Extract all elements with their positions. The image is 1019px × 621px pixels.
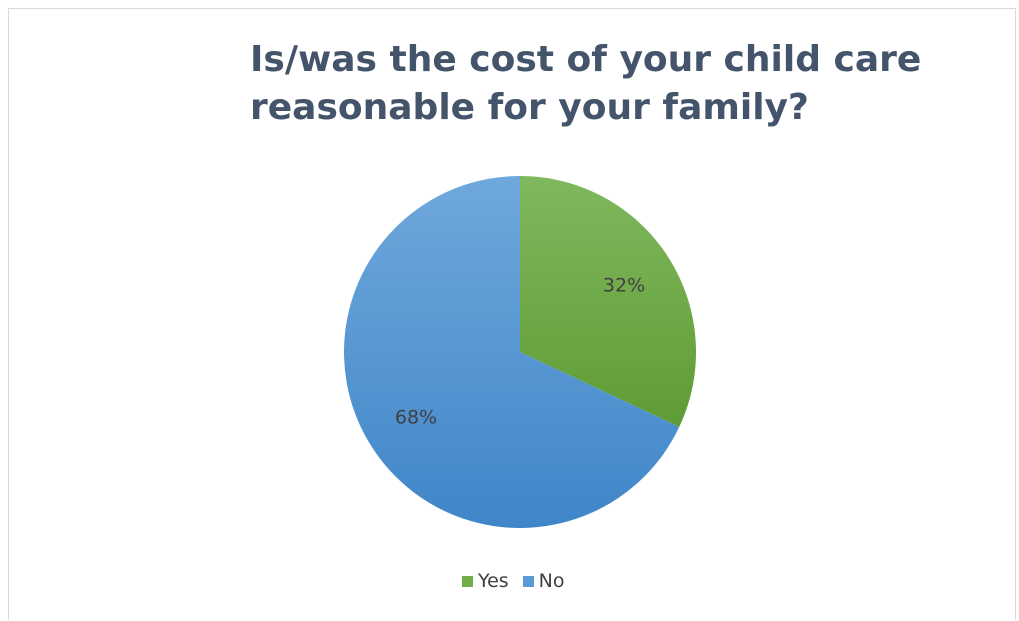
pie-slice-no	[343, 176, 680, 528]
chart-title-line-1: Is/was the cost of your child care	[250, 39, 922, 80]
legend-item-yes: Yes	[462, 570, 509, 592]
data-label-no: 68%	[395, 407, 437, 429]
pie-slice-yes	[520, 176, 696, 427]
chart-title-line-2: reasonable for your family?	[250, 87, 809, 128]
legend-swatch-no	[522, 575, 534, 587]
data-label-yes: 32%	[603, 274, 645, 296]
legend-item-no: No	[522, 570, 565, 592]
legend: Yes No	[462, 570, 565, 592]
legend-label-yes: Yes	[478, 570, 509, 592]
legend-label-no: No	[538, 570, 565, 592]
chart-title: Is/was the cost of your child care reaso…	[250, 36, 950, 132]
legend-swatch-yes	[462, 575, 473, 587]
